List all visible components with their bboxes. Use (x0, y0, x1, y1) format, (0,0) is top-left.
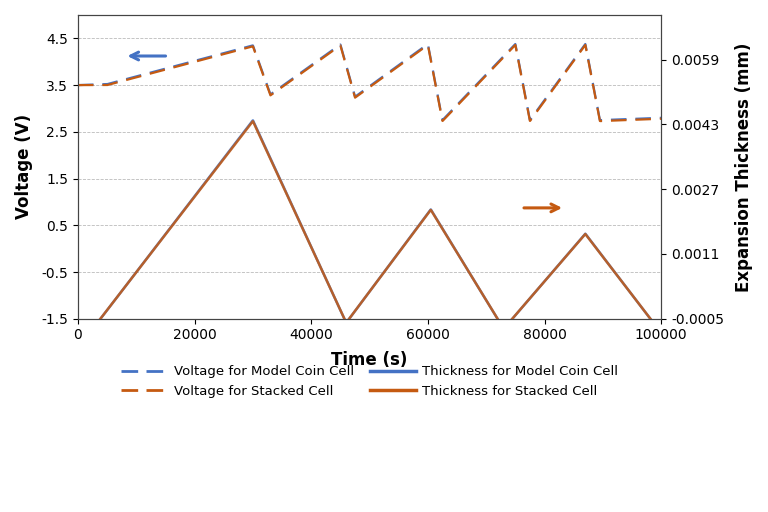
Y-axis label: Expansion Thickness (mm): Expansion Thickness (mm) (735, 42, 753, 291)
Legend: Voltage for Model Coin Cell, Voltage for Stacked Cell, Thickness for Model Coin : Voltage for Model Coin Cell, Voltage for… (115, 360, 624, 403)
X-axis label: Time (s): Time (s) (331, 351, 408, 369)
Y-axis label: Voltage (V): Voltage (V) (15, 114, 33, 220)
